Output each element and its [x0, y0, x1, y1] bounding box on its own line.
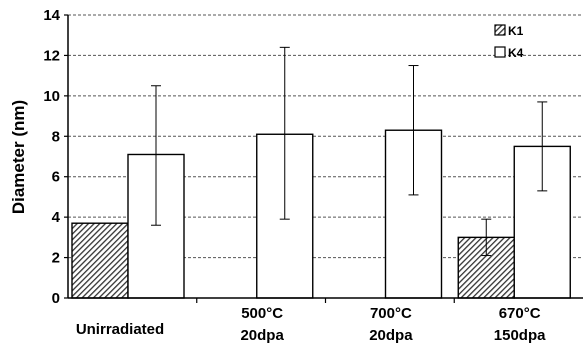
- bars: [71, 129, 571, 299]
- y-tick-labels: 0 2 4 6 8 10 12 14: [43, 7, 60, 307]
- category-label: 20dpa: [369, 327, 413, 344]
- y-tick-label: 0: [52, 290, 60, 307]
- category-label: 670°C: [499, 305, 541, 322]
- legend-swatch-k4: [494, 46, 506, 58]
- y-tick-label: 8: [52, 128, 60, 145]
- category-label: 20dpa: [240, 327, 284, 344]
- y-tick-label: 2: [52, 250, 60, 267]
- y-tick-label: 14: [43, 7, 60, 24]
- legend-swatch-k1: [494, 24, 506, 36]
- y-tick-label: 6: [52, 169, 60, 186]
- category-label: 500°C: [241, 305, 283, 322]
- y-axis-title: Diameter (nm): [9, 100, 28, 214]
- legend-label-k4: K4: [508, 46, 524, 60]
- y-tick-label: 12: [43, 47, 60, 64]
- category-label: Unirradiated: [76, 321, 164, 338]
- bar-k1: [71, 222, 129, 299]
- error-bars: [151, 46, 548, 257]
- legend-label-k1: K1: [508, 24, 524, 38]
- y-tick-label: 4: [52, 209, 61, 226]
- y-tick-label: 10: [43, 88, 60, 105]
- axes: [64, 14, 583, 303]
- category-labels: Unirradiated 500°C 20dpa 700°C 20dpa 670°C 150…: [76, 305, 546, 344]
- legend: K1 K4: [494, 24, 524, 60]
- category-label: 700°C: [370, 305, 412, 322]
- category-label: 150dpa: [494, 327, 546, 344]
